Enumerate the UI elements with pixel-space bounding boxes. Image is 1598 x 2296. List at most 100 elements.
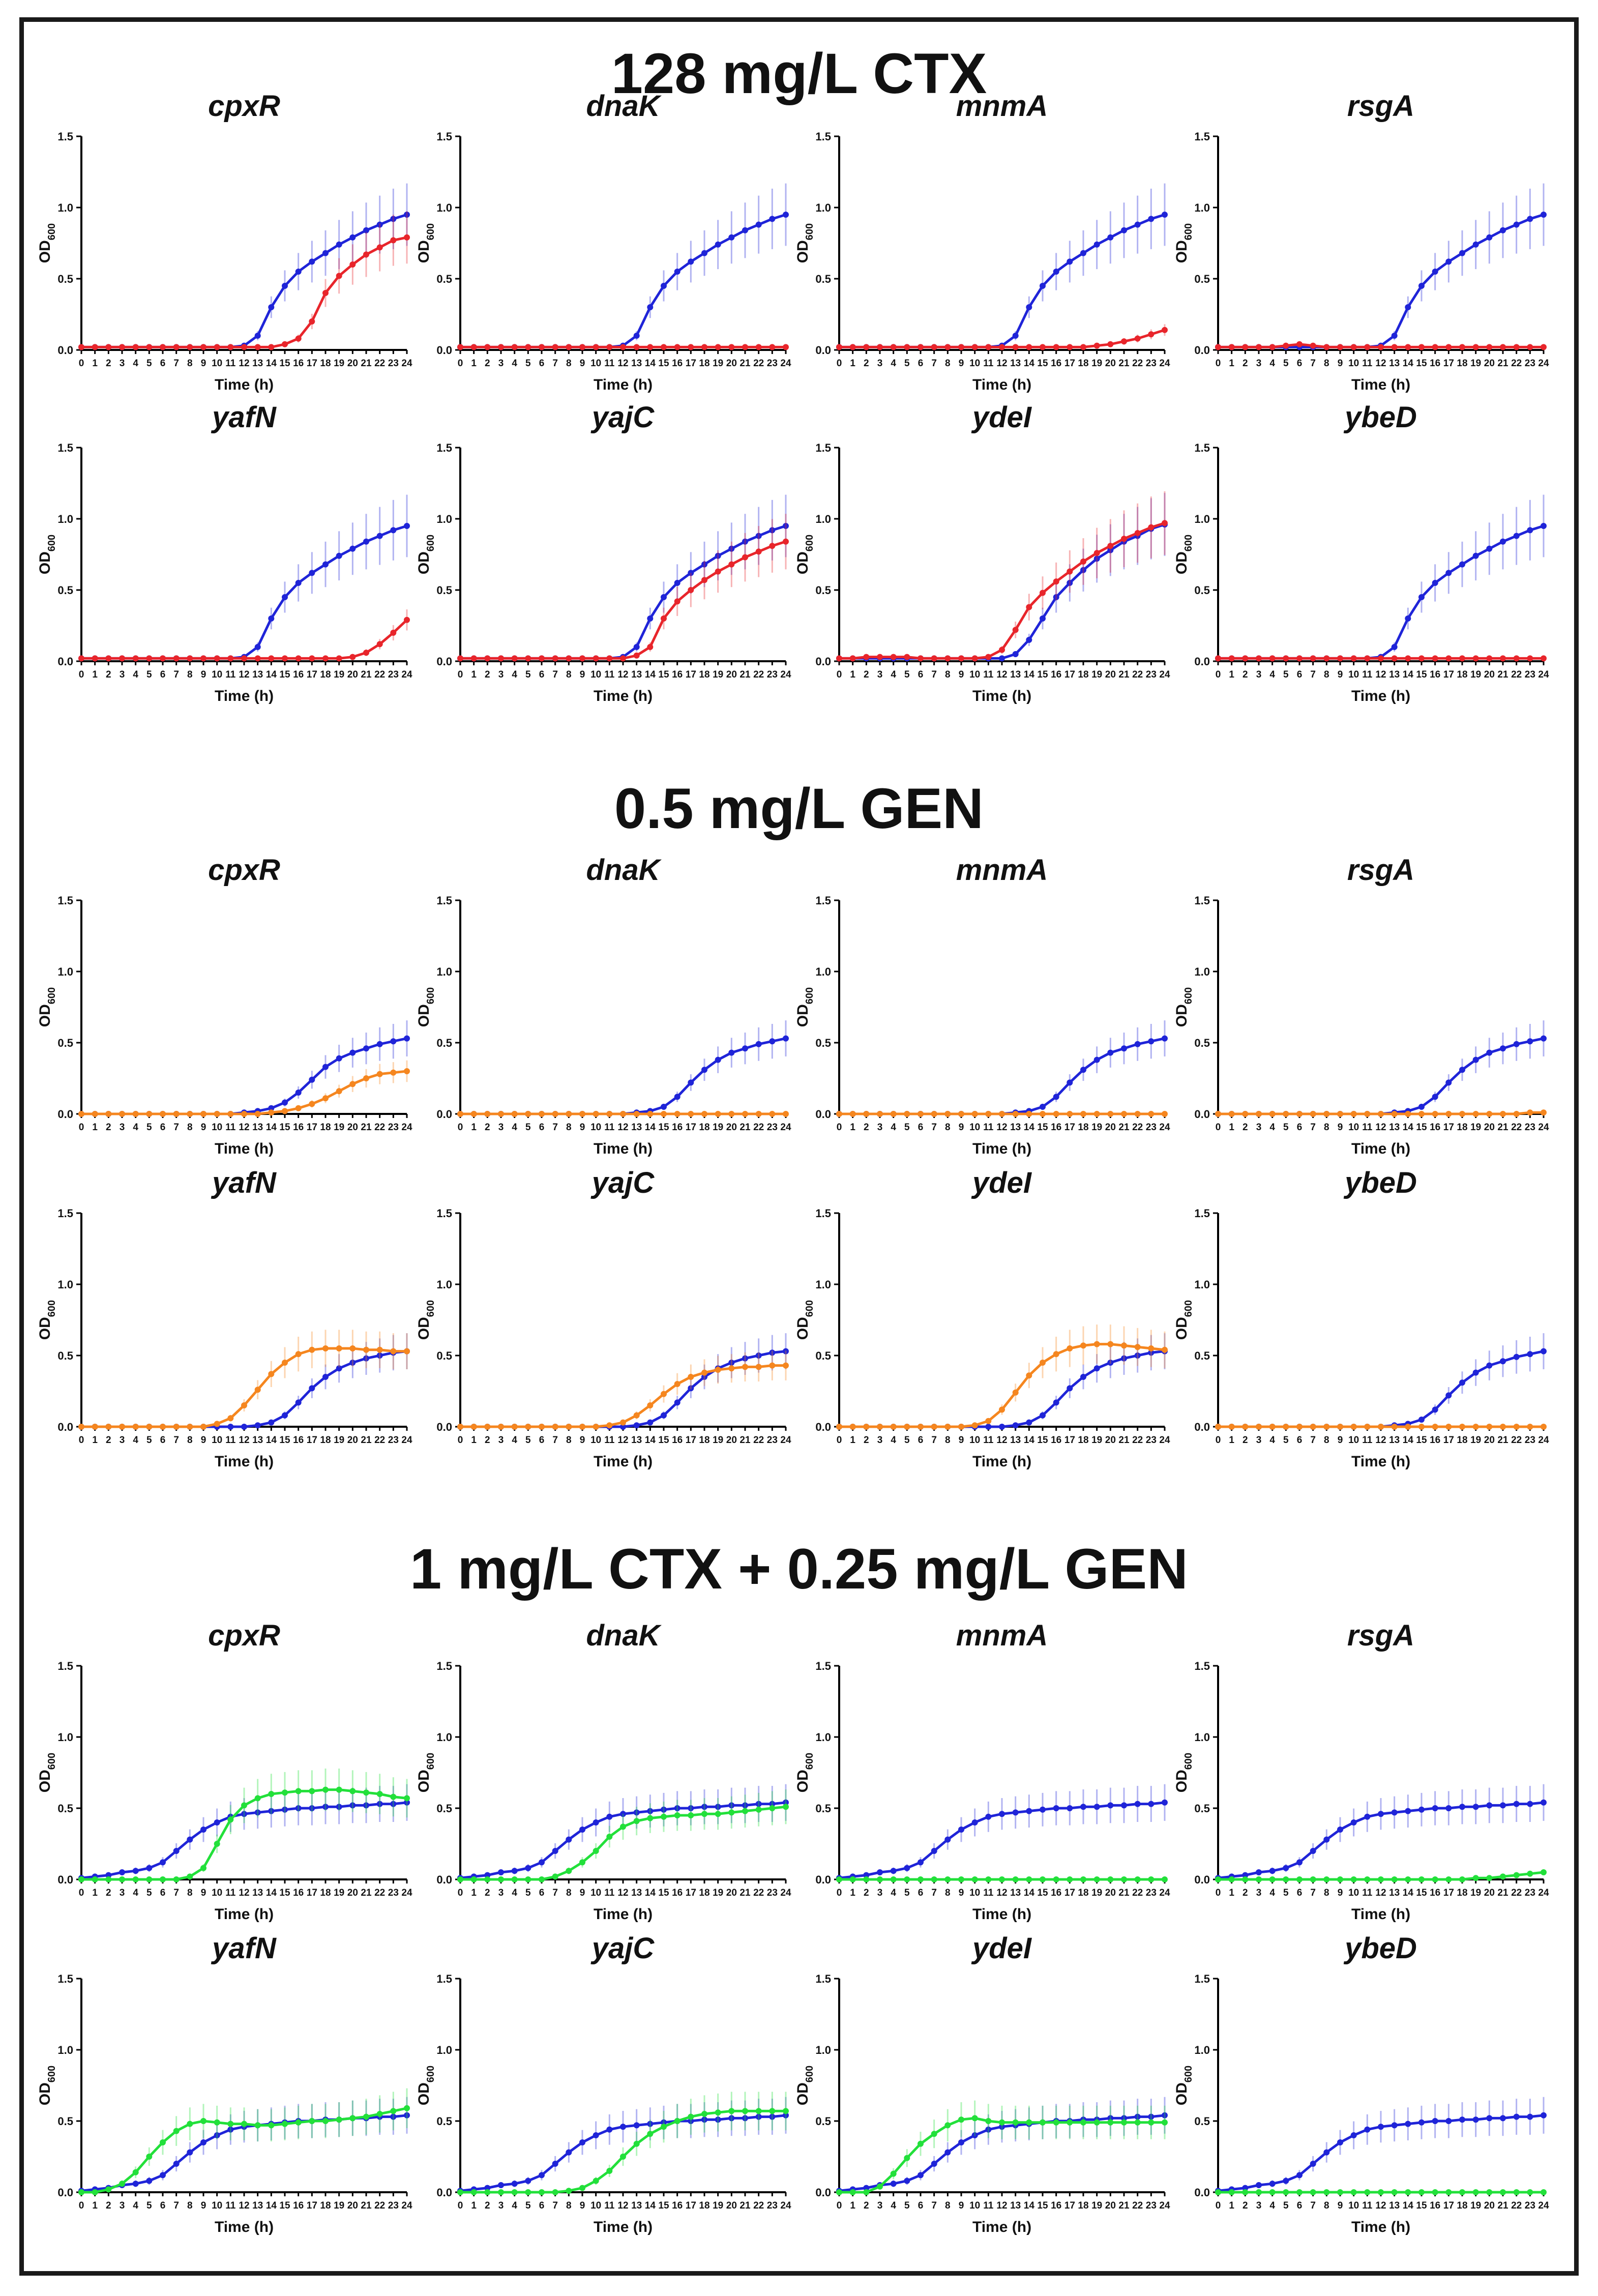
chart-0-cpxR-control-point	[349, 234, 356, 241]
chart-0-yajC-mutant-point	[620, 655, 626, 662]
chart-0-ydeI-control-point	[1053, 594, 1059, 600]
chart-1-cpxR-control-point	[322, 1064, 329, 1070]
chart-0-cpxR-control-point	[376, 221, 383, 228]
chart-2-ydeI-xlabel: Time (h)	[972, 2219, 1031, 2235]
chart-1-rsgA-mutant-point	[1378, 1111, 1384, 1117]
chart-0-rsgA-mutant-point	[1378, 344, 1384, 350]
chart-2-cpxR-xtick-label: 7	[173, 1888, 179, 1898]
chart-1-yafN-xtick-label: 24	[401, 1435, 412, 1446]
chart-1-ybeD-mutant-point	[1432, 1424, 1438, 1430]
chart-0-yajC-control-line	[460, 524, 786, 660]
chart-1-ydeI-mutant-point	[890, 1424, 897, 1430]
chart-2-yajC-mutant-point	[498, 2189, 504, 2195]
chart-0-cpxR-ytick-label: 0.0	[57, 344, 73, 357]
chart-0-yajC-control-point	[688, 570, 694, 576]
chart-2-yajC-mutant-point	[742, 2108, 748, 2114]
chart-1-dnaK-ylabel: OD600	[416, 987, 436, 1027]
chart-0-yajC-xtick-label: 15	[658, 669, 669, 680]
chart-1-cpxR-xtick-label: 20	[347, 1122, 358, 1133]
chart-0-cpxR-mutant-point	[227, 344, 234, 350]
chart-0-yafN-ytick-label: 1.0	[57, 513, 73, 525]
chart-1-rsgA-mutant-point	[1350, 1111, 1357, 1117]
chart-0-ydeI-mutant-point	[999, 646, 1005, 653]
chart-2-mnmA-mutant-point	[1134, 1876, 1141, 1882]
chart-1-rsgA-mutant-point	[1527, 1109, 1533, 1116]
chart-0-ydeI-mutant-point	[1053, 578, 1059, 585]
chart-1-ybeD-control-point	[1418, 1417, 1425, 1423]
chart-0-yafN-control-point	[268, 615, 275, 622]
chart-0-ybeD-xtick-label: 9	[1338, 669, 1343, 680]
chart-2-dnaK-xtick-label: 6	[539, 1888, 545, 1898]
chart-2-ydeI-xtick-label: 4	[891, 2200, 896, 2211]
chart-0-cpxR-ytick-label: 1.0	[57, 201, 73, 214]
chart-2-rsgA-control-point	[1364, 1813, 1371, 1820]
chart-2-yafN-xtick-label: 10	[212, 2200, 222, 2211]
chart-2-rsgA-mutant-point	[1391, 1876, 1398, 1882]
chart-0-ybeD-xtick-label: 13	[1389, 669, 1400, 680]
chart-0-ydeI-mutant-point	[849, 655, 856, 662]
chart-0-ydeI-xtick-label: 5	[904, 669, 910, 680]
chart-0-yajC-mutant-point	[661, 615, 667, 622]
chart-2-yajC-mutant-point	[633, 2140, 640, 2147]
chart-1-rsgA-ytick-label: 0.0	[1194, 1108, 1210, 1121]
chart-0-ydeI-xtick-label: 7	[931, 669, 937, 680]
chart-0-mnmA-control-point	[1053, 269, 1059, 275]
chart-0-rsgA-mutant-point	[1337, 344, 1343, 350]
chart-2-yafN-ytick-label: 1.5	[57, 1973, 73, 1985]
chart-1-ybeD-mutant-point	[1283, 1424, 1289, 1430]
chart-2-yajC-xtick-label: 17	[686, 2200, 696, 2211]
chart-2-dnaK-mutant-point	[647, 1815, 654, 1821]
chart-1-yafN-xtick-label: 4	[133, 1435, 138, 1446]
chart-0-yajC-mutant-point	[633, 652, 640, 659]
chart-0-rsgA-mutant-point	[1472, 344, 1479, 350]
chart-0-ydeI-control-point	[1012, 651, 1019, 657]
chart-0-mnmA-mutant-point	[836, 344, 842, 350]
chart-0-yajC-control-point	[674, 580, 680, 586]
chart-2-yafN-xtick-label: 22	[374, 2200, 385, 2211]
chart-0-cpxR-mutant-point	[173, 344, 180, 350]
chart-1-yafN-control-point	[241, 1424, 247, 1430]
chart-0-yajC-mutant-point	[688, 587, 694, 593]
chart-0-ydeI-mutant-point	[971, 655, 978, 662]
chart-2-ydeI-xtick-label: 18	[1078, 2200, 1088, 2211]
chart-2-dnaK-mutant-point	[606, 1834, 613, 1840]
chart-1-dnaK-xtick-label: 24	[780, 1122, 791, 1133]
chart-1-cpxR-xtick-label: 9	[201, 1122, 206, 1133]
chart-1-ydeI-mutant-point	[836, 1424, 842, 1430]
chart-2-rsgA-xtick-label: 2	[1242, 1888, 1248, 1898]
chart-1-yafN-mutant-point	[349, 1345, 356, 1351]
chart-0-ybeD-mutant-point	[1378, 655, 1384, 662]
chart-2-cpxR-mutant-point	[160, 1876, 166, 1882]
chart-0-mnmA-mutant-point	[985, 344, 992, 350]
chart-2-ybeD-mutant-point	[1500, 2189, 1506, 2195]
chart-0-ybeD-control-point	[1513, 533, 1520, 539]
chart-1-cpxR-control-point	[363, 1045, 369, 1052]
chart-2-yajC-xtick-label: 9	[580, 2200, 585, 2211]
chart-2-yajC-mutant-point	[728, 2108, 735, 2114]
chart-2-dnaK-mutant-point	[620, 1823, 626, 1830]
chart-1-yafN-mutant-point	[227, 1415, 234, 1422]
chart-2-yafN-mutant-point	[376, 2111, 383, 2117]
chart-1-mnmA-control-point	[1148, 1038, 1155, 1045]
chart-0-yafN-mutant-point	[295, 655, 302, 662]
chart-2-cpxR-mutant-point	[200, 1865, 206, 1871]
chart-1-dnaK-xtick-label: 6	[539, 1122, 545, 1133]
chart-0-yafN-mutant-point	[160, 655, 166, 662]
chart-0-cpxR-control-point	[390, 216, 397, 222]
chart-0-ybeD-title: ybeD	[1343, 401, 1417, 434]
chart-2-ydeI-control-point	[904, 2177, 910, 2184]
chart-1-rsgA-xtick-label: 20	[1484, 1122, 1495, 1133]
chart-1-yajC-mutant-point	[484, 1424, 491, 1430]
chart-0-yajC-mutant-point	[755, 548, 762, 555]
chart-0-yafN-mutant-point	[322, 655, 329, 662]
chart-1-ybeD-xtick-label: 6	[1297, 1435, 1303, 1446]
chart-2-yafN-xtick-label: 15	[279, 2200, 290, 2211]
chart-2-rsgA-xtick-label: 10	[1348, 1888, 1359, 1898]
chart-0-ybeD-mutant-point	[1323, 655, 1330, 662]
chart-0-rsgA-mutant-point	[1432, 344, 1438, 350]
chart-2-yafN-xtick-label: 24	[401, 2200, 412, 2211]
chart-2-mnmA-mutant-point	[1107, 1876, 1114, 1882]
chart-1-mnmA-xtick-label: 16	[1051, 1122, 1061, 1133]
chart-1-cpxR-control-point	[295, 1090, 302, 1096]
chart-2-ybeD-xtick-label: 14	[1403, 2200, 1414, 2211]
